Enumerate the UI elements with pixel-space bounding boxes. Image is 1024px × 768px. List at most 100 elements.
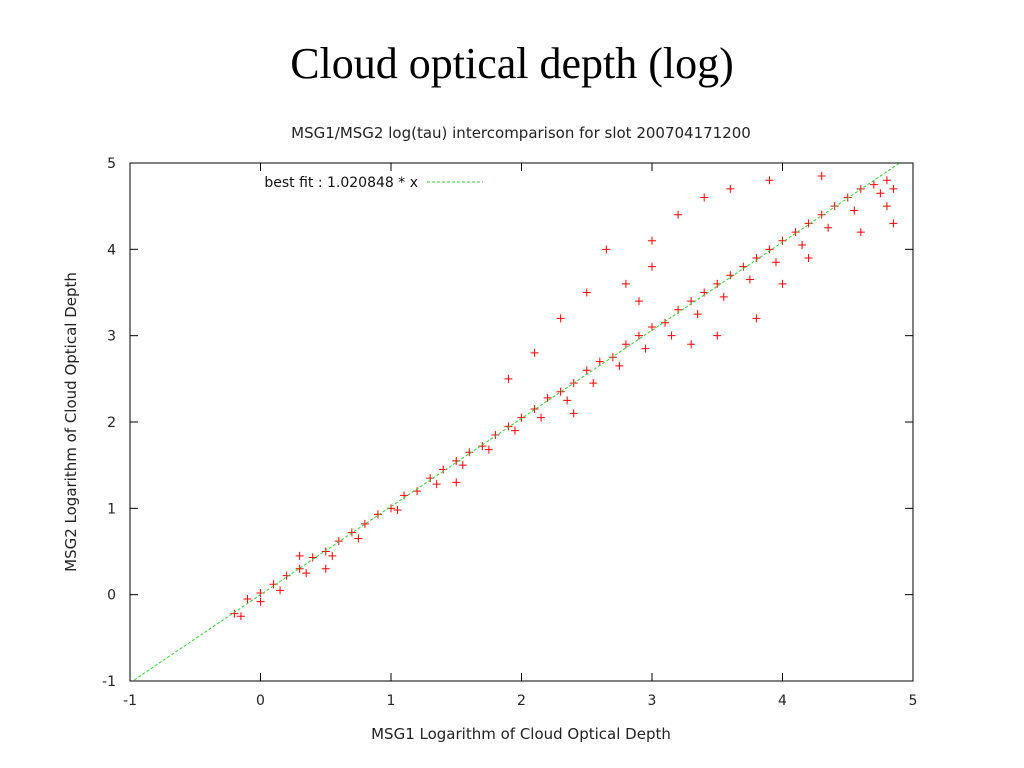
point	[602, 245, 611, 254]
point	[804, 219, 813, 228]
point	[504, 422, 513, 431]
point	[661, 318, 670, 327]
point	[771, 258, 780, 267]
point	[648, 236, 656, 245]
point	[641, 344, 650, 353]
point	[739, 262, 748, 271]
point	[321, 547, 330, 556]
x-axis-label: MSG1 Logarithm of Cloud Optical Depth	[371, 725, 671, 743]
x-tick-label: -1	[123, 693, 137, 709]
point	[752, 314, 761, 323]
point	[563, 396, 572, 405]
point	[889, 184, 898, 193]
point	[530, 405, 539, 414]
point	[373, 510, 382, 519]
point	[295, 551, 304, 560]
point	[393, 506, 402, 515]
point	[817, 210, 826, 219]
x-tick-label: 0	[256, 693, 265, 709]
point	[308, 553, 317, 562]
slide-title: Cloud optical depth (log)	[290, 39, 734, 88]
point	[517, 413, 526, 422]
point	[354, 534, 363, 543]
point	[458, 461, 467, 470]
y-tick-label: 2	[107, 415, 116, 431]
x-tick-label: 1	[387, 693, 396, 709]
points	[230, 171, 898, 621]
point	[634, 331, 643, 340]
point	[804, 253, 813, 262]
x-tick-label: 2	[517, 693, 526, 709]
point	[452, 478, 461, 487]
y-tick-label: 5	[107, 156, 116, 172]
y-tick-label: 0	[107, 588, 116, 604]
legend-label: best fit : 1.020848 * x	[264, 175, 418, 191]
point	[817, 171, 826, 180]
point	[360, 519, 369, 528]
point	[621, 279, 630, 288]
point	[569, 409, 578, 418]
point	[752, 253, 761, 262]
point	[321, 564, 330, 573]
point	[537, 413, 546, 422]
point	[556, 314, 565, 323]
point	[889, 219, 898, 228]
point	[302, 569, 311, 578]
point	[700, 193, 709, 202]
y-tick-label: 4	[107, 242, 116, 258]
point	[830, 202, 839, 211]
point	[621, 340, 630, 349]
point	[595, 357, 604, 366]
point	[334, 537, 343, 546]
point	[824, 223, 833, 232]
point	[328, 551, 337, 560]
point	[243, 594, 252, 603]
point	[510, 426, 519, 435]
y-tick-label: 3	[107, 329, 116, 345]
point	[713, 331, 722, 340]
point	[719, 292, 728, 301]
point	[582, 288, 591, 297]
point	[765, 245, 774, 254]
point	[674, 210, 683, 219]
point	[530, 348, 539, 357]
point	[484, 445, 493, 454]
point	[504, 374, 513, 383]
point	[693, 310, 702, 319]
chart-title: MSG1/MSG2 log(tau) intercomparison for s…	[291, 124, 751, 142]
point	[882, 176, 891, 185]
point	[615, 361, 624, 370]
y-axis-label: MSG2 Logarithm of Cloud Optical Depth	[62, 272, 80, 572]
point	[295, 564, 304, 573]
fit-line	[131, 163, 901, 681]
y-tick-label: -1	[102, 674, 116, 690]
point	[791, 228, 800, 237]
point	[856, 228, 865, 237]
point	[276, 586, 285, 595]
point	[745, 275, 754, 284]
y-tick-label: 1	[107, 501, 116, 517]
point	[687, 340, 696, 349]
point	[869, 180, 878, 189]
x-tick-label: 4	[778, 693, 787, 709]
point	[556, 387, 565, 396]
point	[765, 176, 774, 185]
point	[876, 189, 885, 198]
plot-frame	[129, 162, 914, 682]
point	[543, 393, 552, 402]
point	[634, 297, 643, 306]
point	[582, 366, 591, 375]
point	[667, 331, 676, 340]
point	[798, 241, 807, 250]
x-tick-label: 3	[648, 693, 657, 709]
point	[648, 262, 656, 271]
point	[432, 480, 441, 489]
point	[491, 430, 500, 439]
point	[589, 379, 598, 388]
point	[726, 184, 735, 193]
point	[850, 206, 859, 215]
point	[882, 202, 891, 211]
x-tick-label: 5	[909, 693, 918, 709]
